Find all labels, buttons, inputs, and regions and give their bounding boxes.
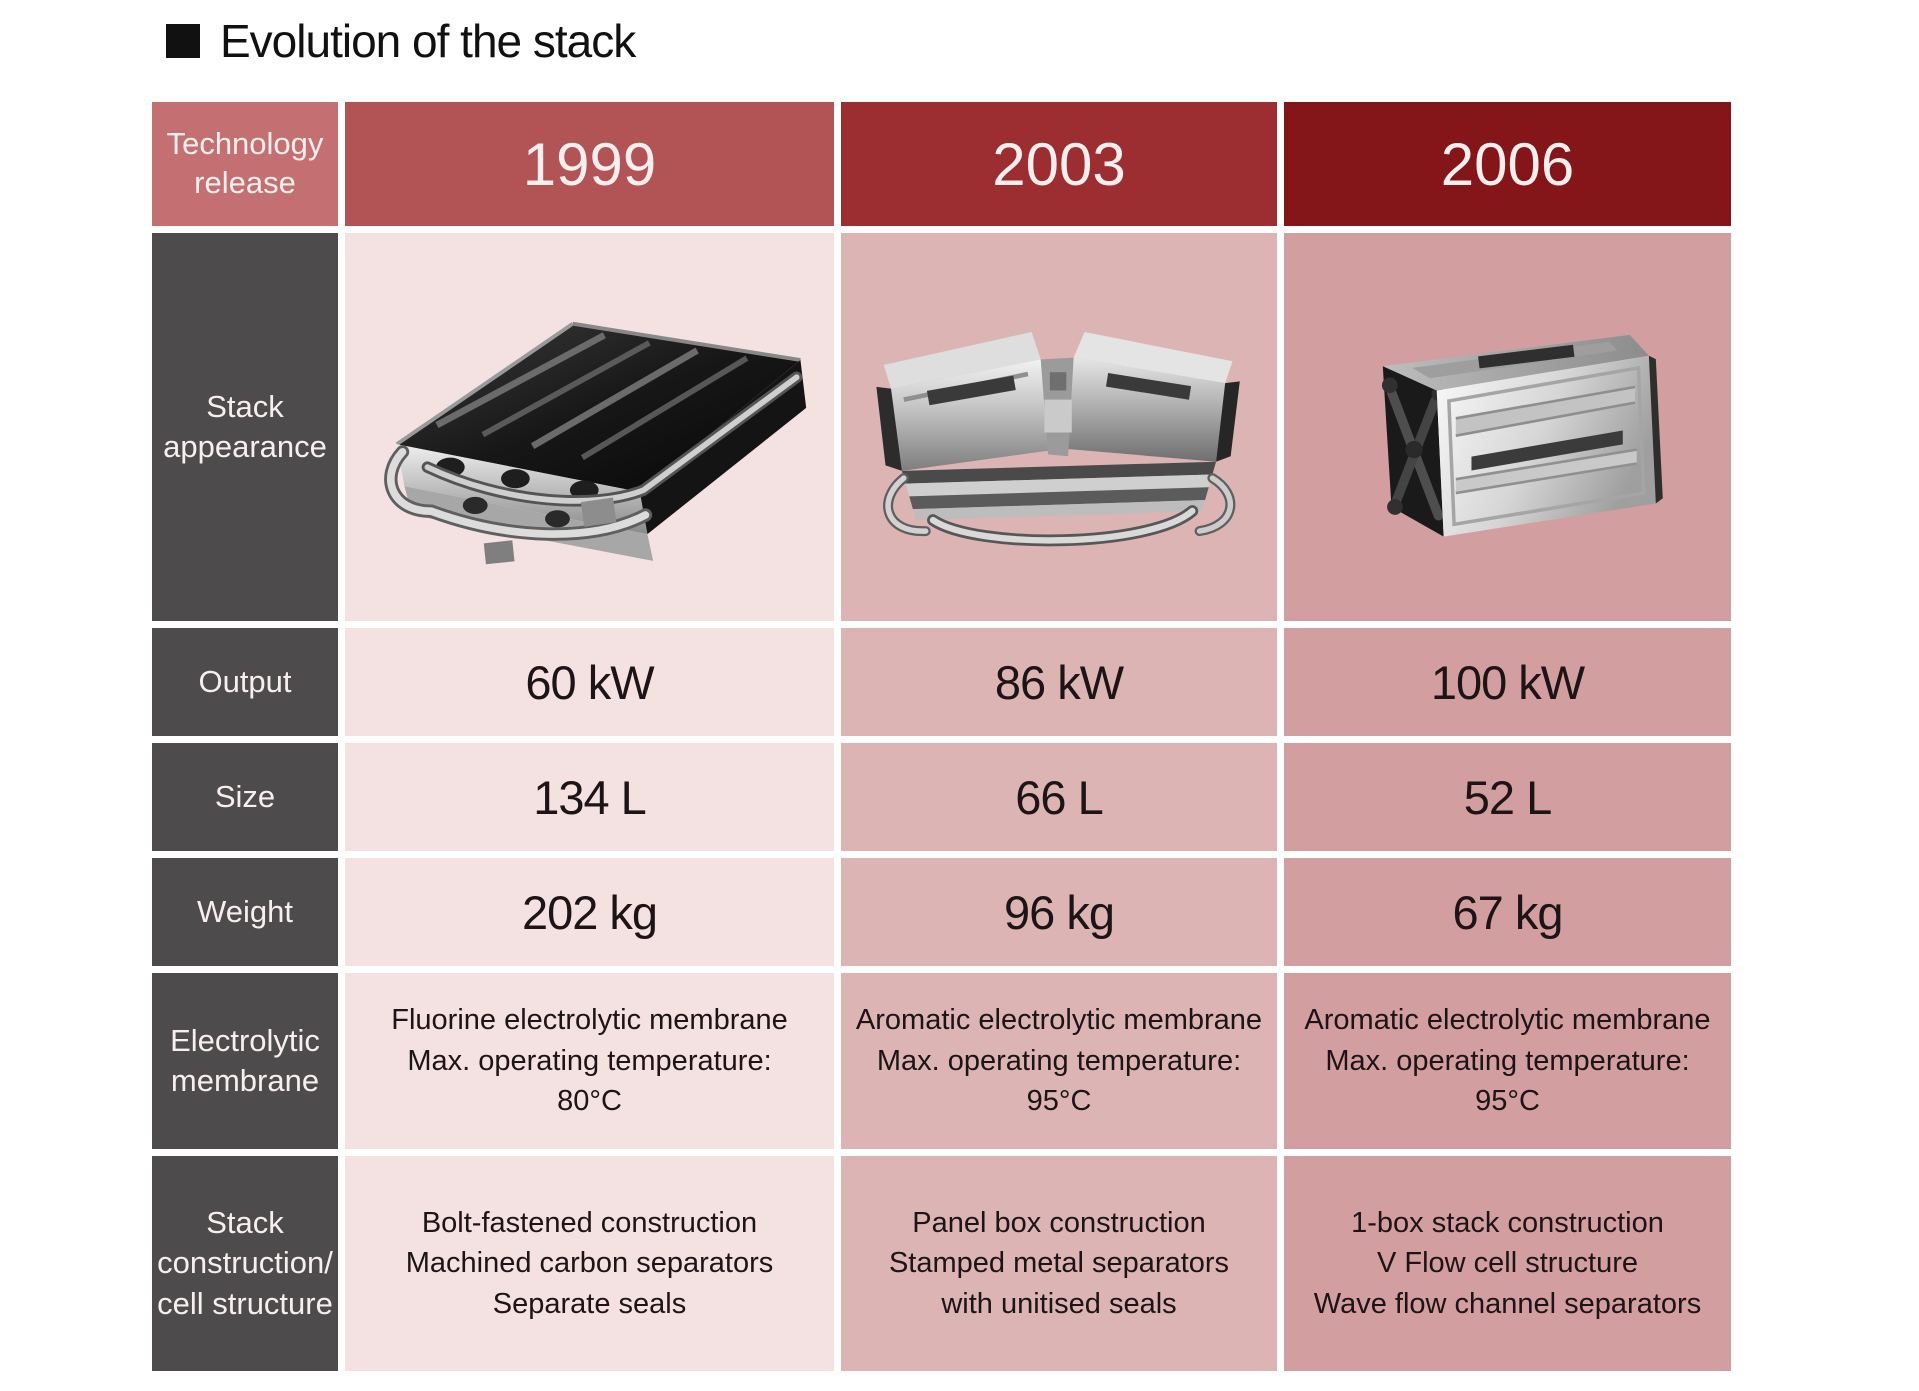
membrane-2006: Aromatic electrolytic membrane Max. oper… (1284, 973, 1731, 1149)
corner-header: Technology release (152, 102, 338, 226)
title-bullet-icon (166, 24, 200, 58)
stack-photo-2003 (841, 233, 1277, 621)
stack-photo-1999-illustration (383, 321, 806, 565)
stack-photo-2006-illustration (1381, 334, 1663, 537)
row-label-weight: Weight (152, 858, 338, 966)
construction-1999: Bolt-fastened construction Machined carb… (345, 1156, 834, 1371)
row-label-electrolytic-membrane: Electrolytic membrane (152, 973, 338, 1149)
row-label-stack-appearance: Stack appearance (152, 233, 338, 621)
weight-1999: 202 kg (345, 858, 834, 966)
row-label-size: Size (152, 743, 338, 851)
page-title-text: Evolution of the stack (220, 15, 636, 67)
output-2003: 86 kW (841, 628, 1277, 736)
construction-2006: 1-box stack construction V Flow cell str… (1284, 1156, 1731, 1371)
membrane-1999: Fluorine electrolytic membrane Max. oper… (345, 973, 834, 1149)
column-header-1999: 1999 (345, 102, 834, 226)
page-title: Evolution of the stack (166, 14, 636, 68)
size-1999: 134 L (345, 743, 834, 851)
weight-2006: 67 kg (1284, 858, 1731, 966)
output-2006: 100 kW (1284, 628, 1731, 736)
column-header-2003: 2003 (841, 102, 1277, 226)
stack-photo-1999 (345, 233, 834, 621)
weight-2003: 96 kg (841, 858, 1277, 966)
row-label-stack-construction: Stack construction/ cell structure (152, 1156, 338, 1371)
size-2006: 52 L (1284, 743, 1731, 851)
construction-2003: Panel box construction Stamped metal sep… (841, 1156, 1277, 1371)
size-2003: 66 L (841, 743, 1277, 851)
output-1999: 60 kW (345, 628, 834, 736)
column-header-2006: 2006 (1284, 102, 1731, 226)
evolution-table: Technology release 1999 2003 2006 Stack … (152, 102, 1731, 1371)
stack-photo-2006 (1284, 233, 1731, 621)
membrane-2003: Aromatic electrolytic membrane Max. oper… (841, 973, 1277, 1149)
row-label-output: Output (152, 628, 338, 736)
stack-photo-2003-illustration (876, 332, 1240, 547)
